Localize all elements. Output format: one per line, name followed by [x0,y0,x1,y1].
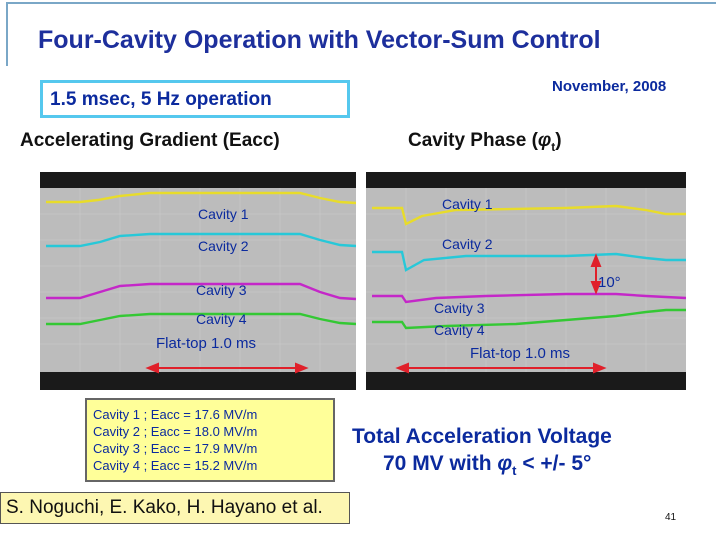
left-scope-screen [40,172,356,390]
left-trace-cavity3 [46,282,356,301]
left-label-cavity2: Cavity 2 [198,238,249,254]
operation-label: 1.5 msec, 5 Hz operation [50,89,272,110]
right-label-cavity2: Cavity 2 [442,236,493,252]
right-flat-top-arrow [395,362,607,374]
left-trace-cavity2 [46,232,356,248]
left-flat-top-arrow [145,362,309,374]
eacc-line-cavity1: Cavity 1 ; Eacc = 17.6 MV/m [93,407,258,422]
right-trace-cavity3 [372,292,686,304]
right-trace-cavity2 [372,250,686,272]
right-label-cavity4: Cavity 4 [434,322,485,338]
left-trace-cavity4 [46,312,356,326]
total-voltage-line2: 70 MV with φt < +/- 5° [383,452,591,478]
left-scope-traces [40,172,356,390]
phi-subscript: t [551,139,556,154]
right-scope-traces [366,172,686,390]
date-label: November, 2008 [552,78,667,95]
left-label-cavity3: Cavity 3 [196,282,247,298]
total-voltage-prefix: 70 MV with [383,452,498,475]
operation-box [40,80,350,118]
right-heading-close: ) [555,130,562,151]
total-voltage-line1: Total Acceleration Voltage [352,425,612,448]
eacc-line-cavity4: Cavity 4 ; Eacc = 15.2 MV/m [93,458,258,473]
right-label-cavity3: Cavity 3 [434,300,485,316]
left-label-cavity1: Cavity 1 [198,206,249,222]
right-flat-top-label: Flat-top 1.0 ms [470,345,571,362]
left-trace-cavity1 [46,191,356,205]
total-voltage-suffix: < +/- 5° [516,452,592,475]
eacc-summary-box: Cavity 1 ; Eacc = 17.6 MV/m Cavity 2 ; E… [85,398,335,482]
eacc-line-cavity2: Cavity 2 ; Eacc = 18.0 MV/m [93,424,258,439]
phase-scale-label: 10° [598,274,621,291]
left-label-cavity4: Cavity 4 [196,311,247,327]
right-phase-scale-arrow [590,253,602,295]
right-trace-cavity1 [372,204,686,226]
total-phi-symbol: φ [497,452,513,475]
right-label-cavity1: Cavity 1 [442,196,493,212]
right-heading: Cavity Phase (φt) [408,130,562,154]
right-heading-text: Cavity Phase ( [408,130,538,151]
authors-box: S. Noguchi, E. Kako, H. Hayano et al. [0,492,350,524]
slide-title: Four-Cavity Operation with Vector-Sum Co… [38,26,601,54]
page-number: 41 [665,512,677,523]
phi-symbol: φ [537,130,552,151]
total-phi-subscript: t [512,463,517,479]
right-scope-screen [366,172,686,390]
eacc-line-cavity3: Cavity 3 ; Eacc = 17.9 MV/m [93,441,258,456]
top-frame-line [6,2,716,66]
left-flat-top-label: Flat-top 1.0 ms [156,335,257,352]
left-heading: Accelerating Gradient (Eacc) [20,130,280,151]
right-trace-cavity4 [372,308,686,330]
